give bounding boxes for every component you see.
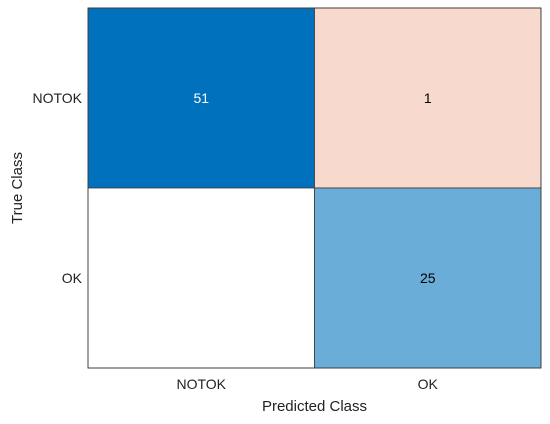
x-tick-label-notok: NOTOK — [176, 376, 226, 392]
y-tick-label-ok: OK — [62, 270, 83, 286]
cell-notok-ok — [314, 7, 542, 189]
x-tick-label-ok: OK — [418, 376, 439, 392]
x-axis-label: Predicted Class — [262, 398, 367, 415]
cell-notok-ok-value: 1 — [424, 90, 432, 106]
y-tick-label-notok: NOTOK — [32, 90, 82, 106]
cell-ok-ok-value: 25 — [420, 270, 436, 286]
cells-layer — [87, 7, 542, 369]
cell-ok-notok — [87, 187, 315, 369]
cell-ok-ok — [314, 187, 542, 369]
plot-border — [87, 7, 542, 369]
labels-layer: 51 1 25 NOTOK OK NOTOK OK — [32, 90, 438, 392]
cell-notok-notok — [87, 7, 315, 189]
y-axis-label: True Class — [9, 152, 26, 224]
cell-notok-notok-value: 51 — [193, 90, 209, 106]
